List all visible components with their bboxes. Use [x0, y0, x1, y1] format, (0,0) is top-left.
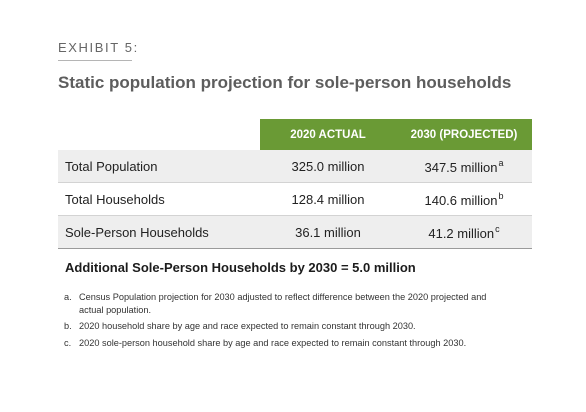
footnote-item: b. 2020 household share by age and race e…: [64, 320, 494, 333]
footnote-ref: b: [498, 190, 504, 201]
exhibit-label: EXHIBIT 5:: [58, 40, 139, 55]
table-row: Total Households 128.4 million 140.6 mil…: [58, 182, 532, 216]
table-row: Sole-Person Households 36.1 million 41.2…: [58, 215, 532, 249]
footnote-marker: c.: [64, 337, 72, 348]
summary-statement: Additional Sole-Person Households by 203…: [65, 260, 416, 275]
table-header-row: 2020 ACTUAL 2030 (PROJECTED): [58, 119, 532, 150]
row-label: Total Households: [58, 182, 260, 216]
exhibit-divider: [58, 60, 132, 61]
row-label: Total Population: [58, 150, 260, 183]
row-label: Sole-Person Households: [58, 215, 260, 249]
row-projected-value: 41.2 million: [428, 225, 495, 241]
footnote-marker: a.: [64, 292, 72, 302]
row-projected-value: 347.5 million: [424, 159, 498, 175]
table-header-2020-actual: 2020 ACTUAL: [260, 119, 396, 150]
footnote-text: 2020 household share by age and race exp…: [79, 321, 416, 331]
table-row: Total Population 325.0 million 347.5 mil…: [58, 150, 532, 183]
row-projected-cell: 41.2 millionc: [396, 215, 532, 249]
row-actual-value: 325.0 million: [260, 150, 396, 183]
row-actual-value: 128.4 million: [260, 182, 396, 216]
row-projected-cell: 347.5 milliona: [396, 150, 532, 183]
footnote-marker: b.: [64, 321, 72, 331]
projection-table: 2020 ACTUAL 2030 (PROJECTED) Total Popul…: [58, 119, 532, 249]
footnote-text: 2020 sole-person household share by age …: [79, 337, 467, 348]
page-title: Static population projection for sole-pe…: [58, 73, 512, 92]
footnote-item: a. Census Population projection for 2030 …: [64, 291, 494, 316]
footnote-text: Census Population projection for 2030 ad…: [79, 292, 487, 315]
table-header-2030-projected: 2030 (PROJECTED): [396, 119, 532, 150]
row-projected-value: 140.6 million: [424, 192, 498, 208]
footnote-ref: a: [498, 157, 504, 168]
footnote-ref: c: [495, 223, 500, 234]
row-projected-cell: 140.6 millionb: [396, 182, 532, 216]
row-actual-value: 36.1 million: [260, 215, 396, 249]
footnote-item: c. 2020 sole-person household share by ag…: [64, 337, 494, 350]
table-header-blank: [58, 119, 260, 150]
footnotes-list: a. Census Population projection for 2030 …: [64, 291, 494, 353]
